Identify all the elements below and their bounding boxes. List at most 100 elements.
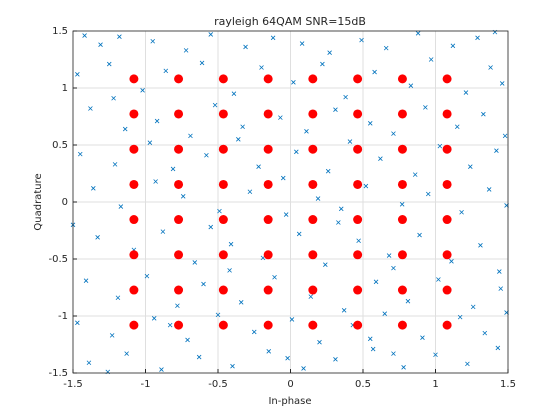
point (263, 320, 273, 330)
point (353, 74, 363, 84)
point (373, 279, 379, 285)
point (98, 42, 103, 47)
chart-title: rayleigh 64QAM SNR=15dB (214, 15, 366, 28)
point (129, 144, 139, 154)
point (140, 87, 145, 93)
point (124, 351, 129, 356)
point (470, 304, 476, 310)
point (199, 60, 205, 66)
point (270, 35, 276, 41)
point (468, 164, 473, 169)
point (218, 215, 228, 225)
point (463, 90, 469, 95)
x-tick-label: -0.5 (208, 379, 228, 390)
point (333, 107, 338, 112)
point (304, 129, 309, 134)
point (278, 115, 283, 120)
point (147, 140, 153, 146)
point (163, 68, 169, 74)
point (117, 34, 122, 39)
point (218, 250, 228, 260)
point (391, 351, 396, 356)
point (397, 250, 407, 260)
point (201, 281, 206, 287)
point (442, 250, 452, 260)
point (111, 95, 116, 101)
point (356, 238, 361, 244)
x-tick-label: -1.5 (63, 379, 83, 390)
point (308, 320, 318, 330)
point (497, 269, 502, 274)
point (363, 183, 369, 189)
point (386, 253, 392, 258)
point (442, 74, 452, 84)
point (77, 151, 83, 157)
point (256, 164, 261, 169)
point (367, 121, 373, 126)
point (488, 65, 493, 70)
point (175, 303, 180, 309)
point (308, 215, 318, 225)
point (308, 74, 318, 84)
point (359, 37, 364, 43)
x-axis-label: In-phase (268, 396, 311, 407)
point (494, 148, 499, 153)
point (378, 156, 383, 161)
point (247, 189, 253, 195)
point (449, 258, 454, 264)
point (88, 106, 93, 111)
point (243, 44, 248, 50)
point (291, 80, 296, 85)
point (341, 308, 347, 313)
point (308, 179, 318, 189)
point (482, 330, 488, 336)
point (370, 346, 376, 352)
y-tick-label: -1 (58, 311, 68, 322)
point (325, 168, 331, 174)
y-tick-label: -0.5 (48, 254, 68, 265)
point (285, 355, 290, 361)
point (129, 74, 139, 84)
point (109, 333, 115, 338)
data-marks (70, 29, 509, 375)
point (183, 48, 189, 53)
point (151, 315, 157, 321)
point (115, 295, 121, 301)
point (153, 179, 158, 184)
point (486, 187, 492, 192)
point (327, 50, 332, 55)
point (75, 72, 80, 77)
point (218, 285, 228, 295)
point (82, 33, 87, 38)
point (240, 124, 245, 130)
point (218, 320, 228, 330)
point (442, 320, 452, 330)
point (208, 224, 214, 230)
point (159, 367, 164, 372)
point (294, 149, 299, 155)
point (353, 179, 363, 189)
point (86, 360, 92, 366)
point (174, 144, 184, 154)
point (397, 285, 407, 295)
point (160, 229, 166, 234)
point (442, 179, 452, 189)
point (481, 111, 486, 117)
point (417, 232, 422, 238)
point (208, 32, 214, 37)
point (272, 274, 277, 280)
point (397, 215, 407, 225)
point (263, 179, 273, 189)
point (251, 329, 257, 335)
point (317, 339, 322, 345)
point (423, 105, 428, 110)
point (129, 320, 139, 330)
point (495, 345, 501, 351)
point (454, 124, 460, 130)
point (236, 137, 241, 142)
point (263, 144, 273, 154)
point (391, 265, 396, 271)
point (144, 273, 150, 279)
point (399, 201, 405, 207)
axes-box (72, 30, 509, 374)
